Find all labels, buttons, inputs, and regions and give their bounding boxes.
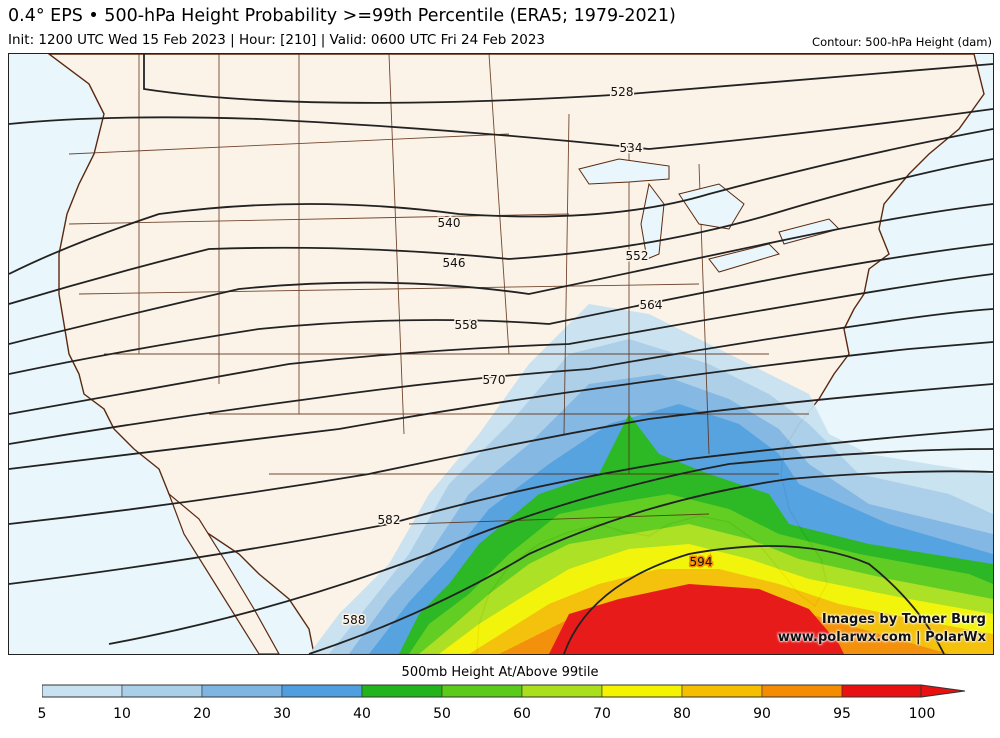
colorbar-segment: [761, 684, 843, 698]
contour-label: 534: [620, 141, 643, 155]
colorbar-segment: [42, 684, 123, 698]
colorbar-segment: [201, 684, 283, 698]
credit-website[interactable]: www.polarwx.com | PolarWx: [777, 630, 986, 645]
colorbar-segment: [361, 684, 443, 698]
height-contours: [9, 54, 993, 654]
contour-label: 540: [438, 216, 461, 230]
colorbar-tick-label: 90: [753, 706, 771, 722]
colorbar-tick-label: 60: [513, 706, 531, 722]
colorbar-title: 500mb Height At/Above 99tile: [401, 665, 599, 680]
contour-labels: 528 534 540 546 552 558 564 570 582 588 …: [341, 84, 714, 629]
colorbar-tick-label: 40: [353, 706, 371, 722]
chart-title: 0.4° EPS • 500-hPa Height Probability >=…: [8, 6, 676, 26]
contour-label: 570: [483, 373, 506, 387]
colorbar-tick-label: 20: [193, 706, 211, 722]
contour-label: 564: [640, 298, 663, 312]
colorbar-labels: 5 10 20 30 40 50 60 70 80 90 95 100: [0, 706, 1000, 728]
probability-map: 528 534 540 546 552 558 564 570 582 588 …: [8, 53, 994, 655]
colorbar-segment: [681, 684, 763, 698]
contour-label: 528: [611, 85, 634, 99]
colorbar-segment: [601, 684, 683, 698]
contour-label: 588: [343, 613, 366, 627]
colorbar-tick-label: 10: [113, 706, 131, 722]
contour-label: 552: [626, 249, 649, 263]
colorbar-tick-label: 70: [593, 706, 611, 722]
colorbar-segment: [121, 684, 203, 698]
colorbar-tick-label: 100: [908, 706, 936, 722]
colorbar-tick-label: 30: [273, 706, 291, 722]
contour-label: 582: [378, 513, 401, 527]
contour-label: 546: [443, 256, 466, 270]
chart-subtitle: Init: 1200 UTC Wed 15 Feb 2023 | Hour: […: [8, 32, 546, 48]
colorbar-segment: [441, 684, 523, 698]
colorbar-segment: [521, 684, 603, 698]
probability-shading: [309, 304, 993, 654]
credit-author: Images by Tomer Burg: [821, 612, 986, 627]
colorbar-tick-label: 5: [37, 706, 47, 722]
colorbar-segment: [841, 684, 923, 698]
colorbar-segment: [281, 684, 363, 698]
colorbar-tick-label: 80: [673, 706, 691, 722]
colorbar-border: [42, 684, 922, 698]
colorbar: [42, 684, 966, 698]
colorbar-tick-label: 95: [833, 706, 851, 722]
great-lakes: [578, 158, 840, 273]
colorbar-tick-label: 50: [433, 706, 451, 722]
baja-peninsula: [167, 492, 280, 654]
contour-note: Contour: 500-hPa Height (dam): [812, 35, 992, 49]
contour-label: 558: [455, 318, 478, 332]
colorbar-extend-arrow: [920, 684, 966, 698]
contour-label: 594: [690, 555, 713, 569]
